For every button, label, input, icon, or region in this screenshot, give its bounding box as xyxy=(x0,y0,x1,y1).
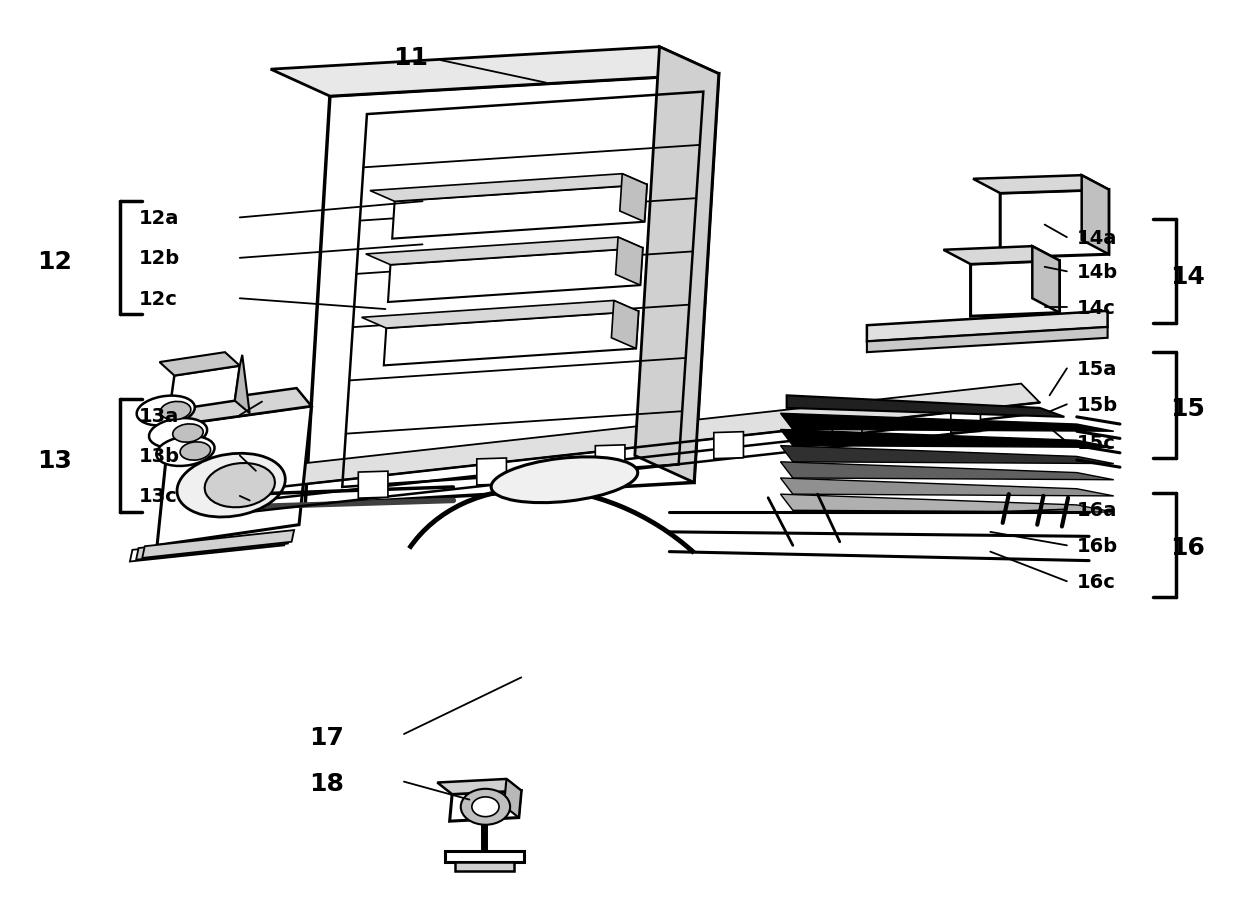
Text: 14a: 14a xyxy=(1076,228,1117,247)
Ellipse shape xyxy=(136,396,195,426)
Ellipse shape xyxy=(205,463,275,507)
Polygon shape xyxy=(212,384,1039,493)
Polygon shape xyxy=(450,791,521,821)
Polygon shape xyxy=(234,356,249,414)
Ellipse shape xyxy=(149,419,207,449)
Polygon shape xyxy=(867,312,1107,342)
Text: 14c: 14c xyxy=(1076,298,1116,317)
Polygon shape xyxy=(1033,247,1059,313)
Polygon shape xyxy=(944,247,1059,265)
Polygon shape xyxy=(971,261,1059,317)
Text: 14b: 14b xyxy=(1076,263,1118,282)
Polygon shape xyxy=(455,862,513,871)
Polygon shape xyxy=(780,462,1114,480)
Ellipse shape xyxy=(180,442,211,461)
Text: 15c: 15c xyxy=(1076,433,1116,452)
Text: 12: 12 xyxy=(37,249,72,274)
Text: 16b: 16b xyxy=(1076,536,1118,555)
Polygon shape xyxy=(611,301,639,349)
Polygon shape xyxy=(160,353,239,377)
Polygon shape xyxy=(130,534,286,562)
Circle shape xyxy=(461,789,510,824)
Polygon shape xyxy=(155,388,311,426)
Polygon shape xyxy=(270,48,719,97)
Text: 18: 18 xyxy=(309,771,343,796)
Polygon shape xyxy=(143,530,294,558)
Text: 16a: 16a xyxy=(1076,500,1117,519)
Polygon shape xyxy=(477,459,506,486)
Polygon shape xyxy=(615,237,642,286)
Text: 15: 15 xyxy=(1171,396,1205,421)
Text: 12b: 12b xyxy=(139,249,180,268)
Polygon shape xyxy=(362,301,639,329)
Polygon shape xyxy=(714,433,744,459)
Polygon shape xyxy=(1081,176,1109,255)
Polygon shape xyxy=(392,185,647,239)
Text: 13a: 13a xyxy=(139,406,179,425)
Polygon shape xyxy=(973,176,1109,194)
Ellipse shape xyxy=(160,402,191,420)
Text: 13b: 13b xyxy=(139,446,180,465)
Polygon shape xyxy=(780,414,1114,432)
Polygon shape xyxy=(438,779,521,795)
Polygon shape xyxy=(503,779,521,817)
Polygon shape xyxy=(620,174,647,222)
Text: 16: 16 xyxy=(1171,535,1205,560)
Polygon shape xyxy=(170,367,239,411)
Text: 16c: 16c xyxy=(1076,573,1116,591)
Polygon shape xyxy=(595,445,625,472)
Polygon shape xyxy=(780,479,1114,497)
Polygon shape xyxy=(635,48,719,483)
Ellipse shape xyxy=(491,457,637,503)
Text: 12a: 12a xyxy=(139,209,179,228)
Polygon shape xyxy=(305,75,719,506)
Polygon shape xyxy=(780,495,1114,513)
Ellipse shape xyxy=(172,424,203,442)
Ellipse shape xyxy=(177,454,285,517)
Polygon shape xyxy=(1001,191,1109,258)
Polygon shape xyxy=(445,851,523,862)
Text: 13c: 13c xyxy=(139,487,177,506)
Polygon shape xyxy=(358,471,388,498)
Polygon shape xyxy=(867,328,1107,353)
Circle shape xyxy=(472,797,498,816)
Polygon shape xyxy=(786,396,1064,417)
Polygon shape xyxy=(951,405,981,433)
Polygon shape xyxy=(388,248,642,303)
Ellipse shape xyxy=(156,436,215,467)
Polygon shape xyxy=(157,406,311,545)
Text: 12c: 12c xyxy=(139,290,177,309)
Polygon shape xyxy=(780,446,1114,464)
Text: 11: 11 xyxy=(393,46,428,70)
Text: 15b: 15b xyxy=(1076,396,1118,414)
Text: 13: 13 xyxy=(37,449,72,472)
Polygon shape xyxy=(136,532,290,560)
Text: 15a: 15a xyxy=(1076,359,1117,378)
Text: 17: 17 xyxy=(309,725,343,749)
Polygon shape xyxy=(832,419,862,446)
Polygon shape xyxy=(384,312,639,366)
Text: 14: 14 xyxy=(1171,265,1205,288)
Polygon shape xyxy=(780,430,1114,448)
Polygon shape xyxy=(366,237,642,265)
Polygon shape xyxy=(370,174,647,202)
